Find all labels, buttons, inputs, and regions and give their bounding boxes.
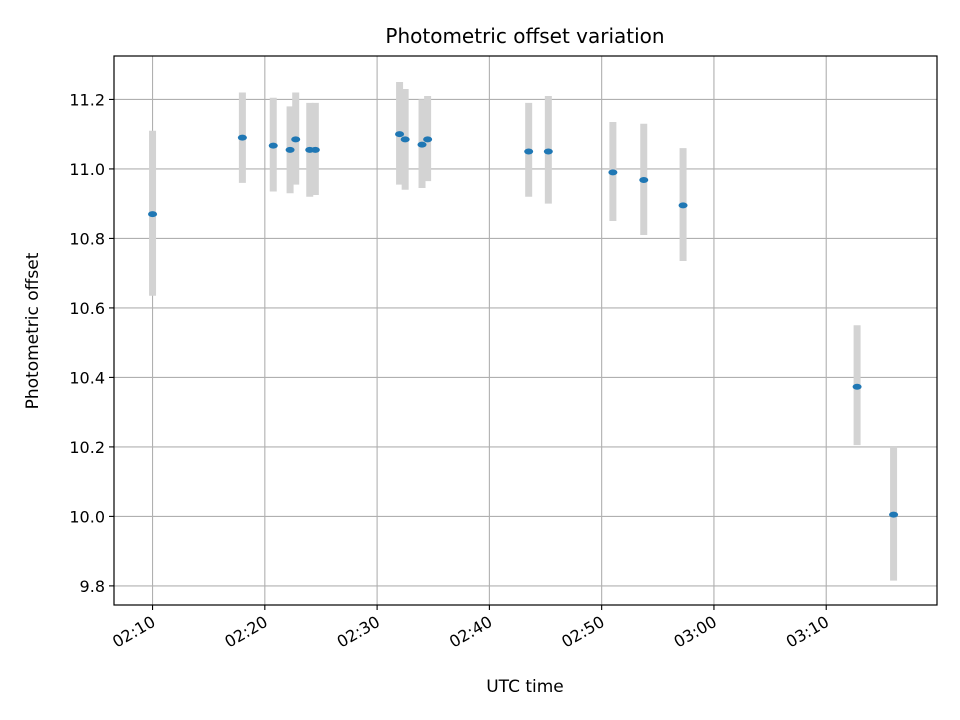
x-tick-label: 02:40	[446, 612, 495, 652]
data-point	[852, 383, 862, 390]
data-point	[608, 169, 618, 176]
y-tick-label: 10.8	[69, 229, 105, 248]
x-axis-ticks: 02:10 02:20 02:30 02:40 02:50 03:00 03:10	[109, 605, 832, 652]
x-tick-label: 03:00	[671, 612, 720, 652]
y-tick-label: 10.4	[69, 368, 105, 387]
data-point	[417, 141, 427, 148]
data-point	[291, 136, 301, 143]
error-bars	[149, 82, 898, 581]
data-point	[423, 136, 433, 143]
x-axis-label: UTC time	[486, 677, 564, 697]
data-point	[148, 211, 158, 218]
x-tick-label: 02:50	[558, 612, 607, 652]
y-tick-label: 9.8	[80, 577, 105, 596]
y-axis-ticks: 9.8 10.0 10.2 10.4 10.6 10.8 11.0 11.2	[69, 90, 114, 596]
plot-frame	[113, 55, 938, 606]
data-point	[678, 202, 688, 209]
x-tick-label: 02:30	[334, 612, 383, 652]
data-point	[395, 131, 405, 138]
data-point	[268, 142, 278, 149]
y-tick-label: 11.2	[69, 90, 105, 109]
data-point	[524, 148, 534, 155]
y-axis-label: Photometric offset	[23, 252, 43, 409]
data-point	[237, 134, 247, 141]
y-tick-label: 10.2	[69, 438, 105, 457]
data-point	[400, 136, 410, 143]
y-tick-label: 10.0	[69, 507, 105, 526]
data-point	[310, 146, 320, 153]
data-point	[285, 146, 295, 153]
y-tick-label: 11.0	[69, 160, 105, 179]
x-tick-label: 03:10	[783, 612, 832, 652]
y-tick-label: 10.6	[69, 299, 105, 318]
data-points	[148, 131, 899, 518]
x-tick-label: 02:20	[221, 612, 270, 652]
data-point	[543, 148, 553, 155]
x-tick-label: 02:10	[109, 612, 158, 652]
data-point	[639, 177, 649, 184]
data-point	[889, 511, 899, 518]
chart-title: Photometric offset variation	[385, 24, 664, 48]
